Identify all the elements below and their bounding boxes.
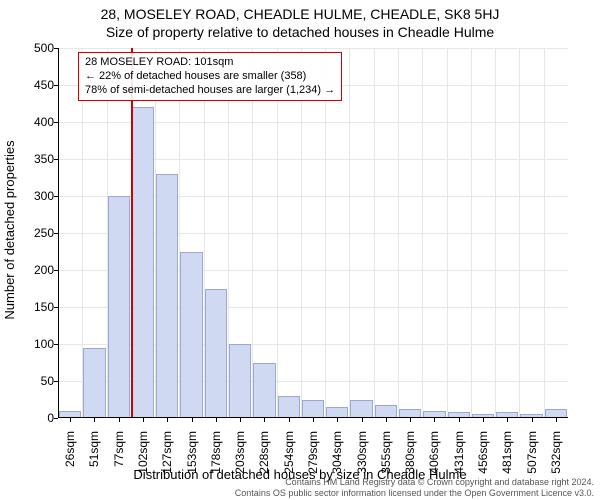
xtick-mark [556, 418, 557, 422]
plot-area: 28 MOSELEY ROAD: 101sqm← 22% of detached… [58, 48, 568, 418]
gridline-h [58, 48, 568, 49]
xtick-mark [143, 418, 144, 422]
histogram-bar [375, 405, 397, 418]
xtick-label: 254sqm [282, 431, 296, 491]
xtick-mark [337, 418, 338, 422]
xtick-mark [264, 418, 265, 422]
xtick-label: 380sqm [403, 431, 417, 491]
histogram-bar [108, 196, 130, 418]
xtick-label: 228sqm [257, 431, 271, 491]
ytick-label: 100 [10, 337, 54, 351]
gridline-v [277, 48, 278, 418]
xtick-mark [362, 418, 363, 422]
xtick-mark [119, 418, 120, 422]
xtick-mark [192, 418, 193, 422]
xtick-mark [216, 418, 217, 422]
ytick-label: 450 [10, 78, 54, 92]
ytick-label: 150 [10, 300, 54, 314]
xtick-label: 330sqm [355, 431, 369, 491]
histogram-bar [132, 107, 154, 418]
xtick-mark [507, 418, 508, 422]
xtick-label: 355sqm [379, 431, 393, 491]
xtick-label: 279sqm [306, 431, 320, 491]
xtick-mark [532, 418, 533, 422]
annotation-line3: 78% of semi-detached houses are larger (… [85, 84, 335, 98]
xtick-label: 127sqm [160, 431, 174, 491]
xtick-mark [94, 418, 95, 422]
ytick-label: 300 [10, 189, 54, 203]
gridline-v [325, 48, 326, 418]
histogram-bar [278, 396, 300, 418]
xtick-mark [289, 418, 290, 422]
gridline-v [519, 48, 520, 418]
ytick-label: 0 [10, 411, 54, 425]
xtick-label: 532sqm [549, 431, 563, 491]
xtick-label: 304sqm [330, 431, 344, 491]
gridline-v [544, 48, 545, 418]
xtick-mark [70, 418, 71, 422]
ytick-mark [54, 418, 58, 419]
xtick-mark [386, 418, 387, 422]
gridline-v [301, 48, 302, 418]
xtick-mark [483, 418, 484, 422]
ytick-label: 250 [10, 226, 54, 240]
histogram-bar [302, 400, 324, 419]
gridline-v [398, 48, 399, 418]
x-axis-line [58, 417, 568, 418]
annotation-line1: 28 MOSELEY ROAD: 101sqm [85, 56, 335, 70]
gridline-v [447, 48, 448, 418]
ytick-label: 400 [10, 115, 54, 129]
xtick-label: 431sqm [452, 431, 466, 491]
xtick-mark [410, 418, 411, 422]
gridline-v [495, 48, 496, 418]
histogram-bar [156, 174, 178, 418]
histogram-bar [350, 400, 372, 419]
histogram-bar [205, 289, 227, 419]
ytick-label: 350 [10, 152, 54, 166]
xtick-label: 481sqm [500, 431, 514, 491]
histogram-bar [83, 348, 105, 418]
chart-subtitle: Size of property relative to detached ho… [0, 22, 600, 40]
xtick-label: 51sqm [87, 431, 101, 491]
xtick-mark [434, 418, 435, 422]
xtick-label: 26sqm [63, 431, 77, 491]
xtick-label: 153sqm [185, 431, 199, 491]
gridline-v [422, 48, 423, 418]
xtick-label: 203sqm [233, 431, 247, 491]
histogram-bar [180, 252, 202, 419]
histogram-bar [229, 344, 251, 418]
ytick-label: 50 [10, 374, 54, 388]
gridline-v [374, 48, 375, 418]
xtick-label: 406sqm [427, 431, 441, 491]
highlight-line [131, 48, 133, 418]
gridline-v [471, 48, 472, 418]
xtick-label: 178sqm [209, 431, 223, 491]
xtick-label: 77sqm [112, 431, 126, 491]
y-axis-line [58, 48, 59, 418]
xtick-mark [459, 418, 460, 422]
ytick-label: 200 [10, 263, 54, 277]
annotation-box: 28 MOSELEY ROAD: 101sqm← 22% of detached… [78, 52, 342, 101]
xtick-label: 456sqm [476, 431, 490, 491]
xtick-mark [240, 418, 241, 422]
xtick-mark [313, 418, 314, 422]
xtick-label: 102sqm [136, 431, 150, 491]
annotation-line2: ← 22% of detached houses are smaller (35… [85, 70, 335, 84]
address-line: 28, MOSELEY ROAD, CHEADLE HULME, CHEADLE… [0, 0, 600, 22]
xtick-mark [167, 418, 168, 422]
xtick-label: 507sqm [525, 431, 539, 491]
histogram-bar [253, 363, 275, 419]
ytick-label: 500 [10, 41, 54, 55]
gridline-v [349, 48, 350, 418]
